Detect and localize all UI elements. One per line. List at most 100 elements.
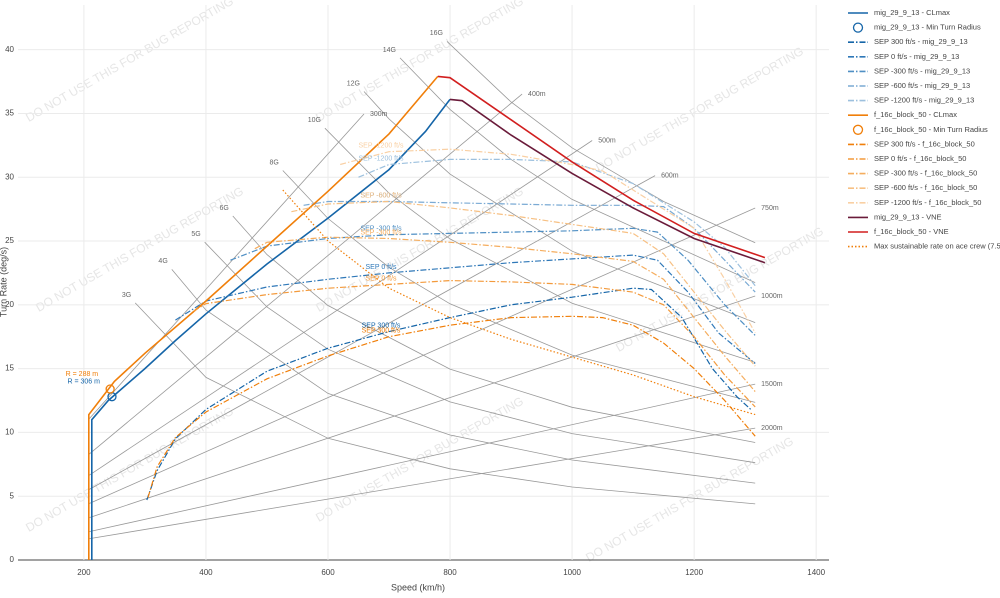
reference-label: 750m: [761, 205, 779, 212]
reference-line: [363, 91, 756, 323]
x-tick-label: 1400: [807, 568, 825, 577]
y-tick-label: 30: [5, 172, 14, 181]
x-tick-label: 1000: [563, 568, 581, 577]
legend-label: SEP -300 ft/s - mig_29_9_13: [874, 66, 970, 75]
legend-symbol: [852, 22, 864, 33]
reference-label: 4G: [158, 258, 167, 265]
reference-label: 3G: [122, 292, 131, 299]
legend-label: SEP -600 ft/s - mig_29_9_13: [874, 81, 970, 90]
series-line: [193, 279, 756, 408]
legend-symbol: [852, 124, 864, 135]
reference-line: [88, 427, 756, 540]
series-line: [291, 200, 756, 367]
x-tick-label: 600: [321, 568, 335, 577]
watermark: DO NOT USE THIS FOR BUG REPORTING: [313, 0, 526, 125]
legend-label: f_16c_block_50 - VNE: [874, 227, 949, 236]
series-line: [91, 98, 451, 560]
legend-label: SEP -1200 ft/s - f_16c_block_50: [874, 198, 981, 207]
series-line: [437, 75, 766, 259]
x-tick-label: 1200: [685, 568, 703, 577]
y-tick-label: 40: [5, 45, 14, 54]
sep-label: SEP 300 ft/s: [362, 322, 401, 329]
reference-line: [134, 302, 756, 505]
reference-label: 8G: [269, 159, 278, 166]
legend-label: mig_29_9_13 - CLmax: [874, 8, 950, 17]
sep-label: SEP 0 ft/s: [366, 264, 397, 271]
legend-label: SEP -300 ft/s - f_16c_block_50: [874, 169, 977, 178]
reference-line: [87, 93, 523, 456]
reference-label: 1500m: [761, 381, 783, 388]
sep-label: SEP -300 ft/s: [360, 229, 402, 236]
reference-label: 2000m: [761, 425, 783, 432]
legend-label: f_16c_block_50 - Min Turn Radius: [874, 125, 988, 134]
series-line: [282, 189, 756, 416]
watermark: DO NOT USE THIS FOR BUG REPORTING: [23, 0, 236, 125]
reference-label: 1000m: [761, 293, 783, 300]
reference-line: [87, 140, 593, 477]
legend-label: SEP -600 ft/s - f_16c_block_50: [874, 183, 977, 192]
y-tick-label: 10: [5, 428, 14, 437]
sep-label: SEP -600 ft/s: [360, 192, 402, 199]
reference-line: [324, 127, 756, 363]
x-tick-label: 200: [77, 568, 91, 577]
legend-label: f_16c_block_50 - CLmax: [874, 110, 957, 119]
watermark: DO NOT USE THIS FOR BUG REPORTING: [613, 224, 826, 355]
reference-label: 600m: [661, 172, 679, 179]
watermark: DO NOT USE THIS FOR BUG REPORTING: [583, 434, 796, 565]
legend-label: mig_29_9_13 - VNE: [874, 212, 942, 221]
sep-label: SEP 0 ft/s: [366, 275, 397, 282]
legend-label: SEP 0 ft/s - mig_29_9_13: [874, 52, 959, 61]
reference-line: [282, 170, 756, 403]
series-line: [146, 287, 753, 501]
series-line: [88, 75, 439, 560]
watermark: DO NOT USE THIS FOR BUG REPORTING: [23, 404, 236, 535]
radius-label: R = 288 m: [66, 371, 99, 378]
legend-label: SEP 300 ft/s - mig_29_9_13: [874, 37, 968, 46]
y-tick-label: 15: [5, 364, 14, 373]
min-radius-marker: [105, 384, 115, 394]
sep-label: SEP -1200 ft/s: [359, 155, 405, 162]
legend-label: Max sustainable rate on ace crew (7.5G): [874, 242, 1000, 251]
legend-label: mig_29_9_13 - Min Turn Radius: [874, 23, 981, 32]
y-tick-label: 0: [10, 555, 15, 564]
sep-label: SEP 300 ft/s: [362, 328, 401, 335]
reference-label: 12G: [347, 80, 360, 87]
series-line: [358, 158, 756, 287]
series-line: [449, 98, 766, 264]
y-tick-label: 20: [5, 300, 14, 309]
watermark: DO NOT USE THIS FOR BUG REPORTING: [593, 44, 806, 175]
y-tick-label: 35: [5, 109, 14, 118]
reference-label: 14G: [383, 47, 396, 54]
reference-line: [88, 383, 756, 533]
reference-line: [88, 295, 756, 519]
reference-line: [399, 57, 756, 283]
series-line: [303, 200, 756, 293]
reference-label: 6G: [219, 205, 228, 212]
reference-label: 300m: [370, 111, 388, 118]
sep-label: SEP -600 ft/s: [360, 192, 402, 199]
x-axis-title: Speed (km/h): [391, 582, 445, 592]
sep-label: SEP -300 ft/s: [360, 225, 402, 232]
radius-label: R = 306 m: [67, 379, 100, 386]
reference-line: [446, 41, 756, 244]
y-tick-label: 5: [10, 491, 15, 500]
sep-label: SEP -1200 ft/s: [359, 143, 405, 150]
x-tick-label: 400: [199, 568, 213, 577]
watermark: DO NOT USE THIS FOR BUG REPORTING: [33, 184, 246, 315]
reference-label: 10G: [308, 117, 321, 124]
legend-label: SEP -1200 ft/s - mig_29_9_13: [874, 96, 974, 105]
legend-label: SEP 300 ft/s - f_16c_block_50: [874, 139, 975, 148]
reference-label: 5G: [191, 231, 200, 238]
y-axis-title: Turn Rate (deg/s): [0, 247, 8, 317]
reference-label: 400m: [528, 91, 546, 98]
series-line: [254, 236, 756, 392]
legend-label: SEP 0 ft/s - f_16c_block_50: [874, 154, 966, 163]
series-line: [230, 227, 756, 336]
y-tick-label: 25: [5, 236, 14, 245]
x-tick-label: 800: [443, 568, 457, 577]
reference-line: [88, 175, 656, 491]
series-line: [340, 148, 756, 334]
reference-line: [87, 113, 365, 421]
series-line: [147, 315, 756, 498]
reference-line: [171, 269, 756, 484]
